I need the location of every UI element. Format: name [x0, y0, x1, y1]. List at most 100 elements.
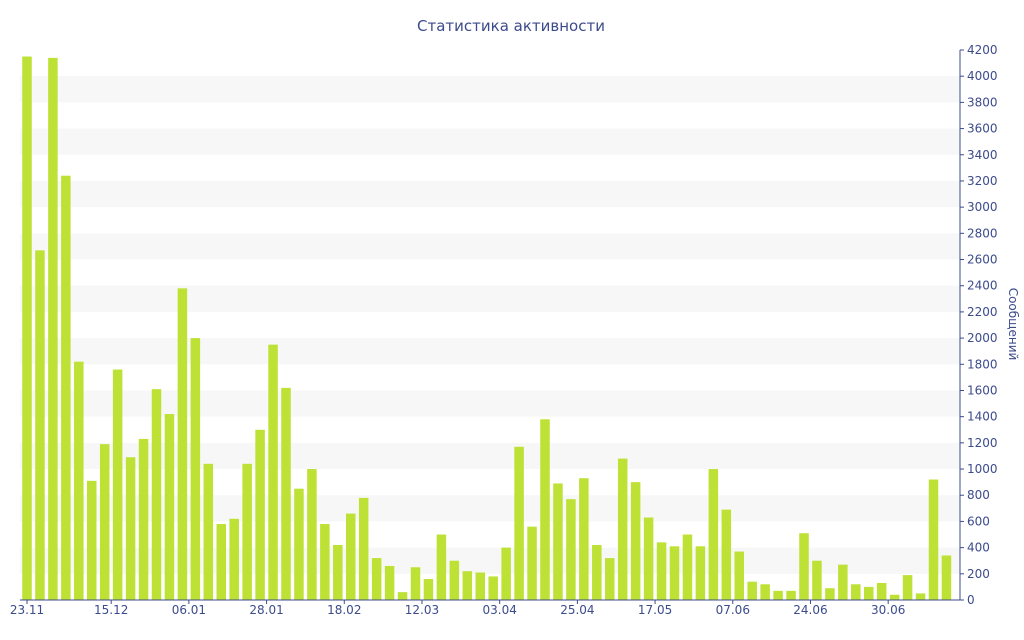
- bar: [138, 438, 149, 600]
- grid-band: [20, 495, 960, 522]
- y-tick-label: 3800: [967, 95, 998, 109]
- bar: [397, 592, 408, 600]
- y-tick-label: 800: [967, 488, 990, 502]
- y-tick-label: 2600: [967, 253, 998, 267]
- bar: [307, 469, 317, 600]
- bar: [734, 551, 744, 600]
- bar: [203, 463, 214, 600]
- grid-band: [20, 128, 960, 155]
- y-tick-label: 2200: [967, 305, 998, 319]
- bar: [268, 344, 278, 600]
- y-tick-label: 1200: [967, 436, 998, 450]
- bar: [773, 590, 783, 600]
- grid-band: [20, 180, 960, 208]
- bar: [592, 545, 602, 600]
- chart-title: Статистика активности: [417, 17, 605, 35]
- bar: [423, 579, 434, 600]
- bar: [540, 419, 550, 600]
- bar: [358, 497, 369, 600]
- bar: [669, 546, 680, 600]
- bar: [527, 526, 537, 600]
- bar: [384, 565, 395, 600]
- bar: [164, 414, 175, 600]
- bar: [333, 545, 343, 600]
- y-tick-label: 1600: [967, 383, 998, 397]
- bar: [708, 469, 719, 600]
- bar: [449, 560, 460, 600]
- bar: [22, 56, 32, 601]
- y-tick-label: 1400: [967, 410, 998, 424]
- bar: [294, 488, 304, 600]
- grid-bands: [20, 76, 960, 574]
- bar: [99, 444, 110, 600]
- bar: [371, 558, 382, 600]
- y-tick-label: 3600: [967, 122, 998, 136]
- bar: [876, 582, 887, 600]
- bar: [889, 594, 900, 600]
- bar: [255, 429, 265, 600]
- x-tick-label: 12.03: [405, 603, 439, 617]
- grid-band: [20, 338, 960, 365]
- bar: [436, 534, 447, 600]
- y-tick-label: 1000: [967, 462, 998, 476]
- bar: [902, 575, 913, 600]
- y-tick-label: 2800: [967, 226, 998, 240]
- bar: [864, 586, 874, 600]
- bar: [242, 463, 252, 600]
- y-tick-label: 400: [967, 541, 990, 555]
- bar: [488, 576, 498, 600]
- bar: [35, 250, 45, 600]
- bar: [617, 458, 628, 600]
- grid-band: [20, 76, 960, 103]
- bar: [229, 518, 239, 600]
- bar: [579, 478, 589, 600]
- y-tick-label: 2400: [967, 279, 998, 293]
- bar: [553, 483, 563, 600]
- bar: [320, 524, 330, 600]
- bar: [125, 457, 136, 600]
- grid-band: [20, 442, 960, 470]
- bar: [346, 513, 356, 600]
- x-tick-label: 15.12: [94, 603, 128, 617]
- y-tick-label: 0: [967, 593, 975, 607]
- bar: [721, 509, 732, 600]
- bar: [630, 482, 641, 600]
- y-tick-label: 3000: [967, 200, 998, 214]
- x-tick-label: 24.06: [793, 603, 827, 617]
- y-tick-label: 4000: [967, 69, 998, 83]
- bar: [605, 558, 615, 600]
- bar: [151, 389, 162, 600]
- y-tick-label: 1800: [967, 357, 998, 371]
- bar: [851, 584, 861, 600]
- bar: [760, 584, 770, 600]
- y-axis-title: Сообщений: [1006, 288, 1020, 361]
- bar: [825, 588, 835, 600]
- x-axis: 23.11 15.12 06.01 28.01 18.02 12.03 03.04 25.04…: [10, 599, 960, 617]
- bar: [281, 387, 291, 600]
- bar: [475, 572, 485, 600]
- bars-group: [22, 56, 952, 601]
- bar: [514, 446, 524, 600]
- y-tick-label: 600: [967, 514, 990, 528]
- grid-band: [20, 233, 960, 260]
- x-tick-label: 07.06: [716, 603, 750, 617]
- bar: [656, 542, 667, 600]
- y-tick-label: 200: [967, 567, 990, 581]
- y-tick-label: 4200: [967, 43, 998, 57]
- x-tick-label: 23.11: [10, 603, 44, 617]
- y-tick-label: 3200: [967, 174, 998, 188]
- bar: [643, 517, 654, 600]
- bar: [462, 571, 473, 600]
- bar: [177, 288, 188, 600]
- bar: [566, 499, 576, 600]
- bar: [786, 590, 796, 600]
- bar: [695, 546, 706, 600]
- bar: [87, 480, 97, 600]
- bar: [48, 57, 58, 601]
- bar: [682, 534, 693, 600]
- y-axis: 0 200 400 600 800 1000 1200 1400 1600 1800 2000 220…: [959, 43, 998, 607]
- bar: [74, 361, 84, 600]
- bar: [190, 338, 201, 600]
- x-tick-label: 28.01: [249, 603, 283, 617]
